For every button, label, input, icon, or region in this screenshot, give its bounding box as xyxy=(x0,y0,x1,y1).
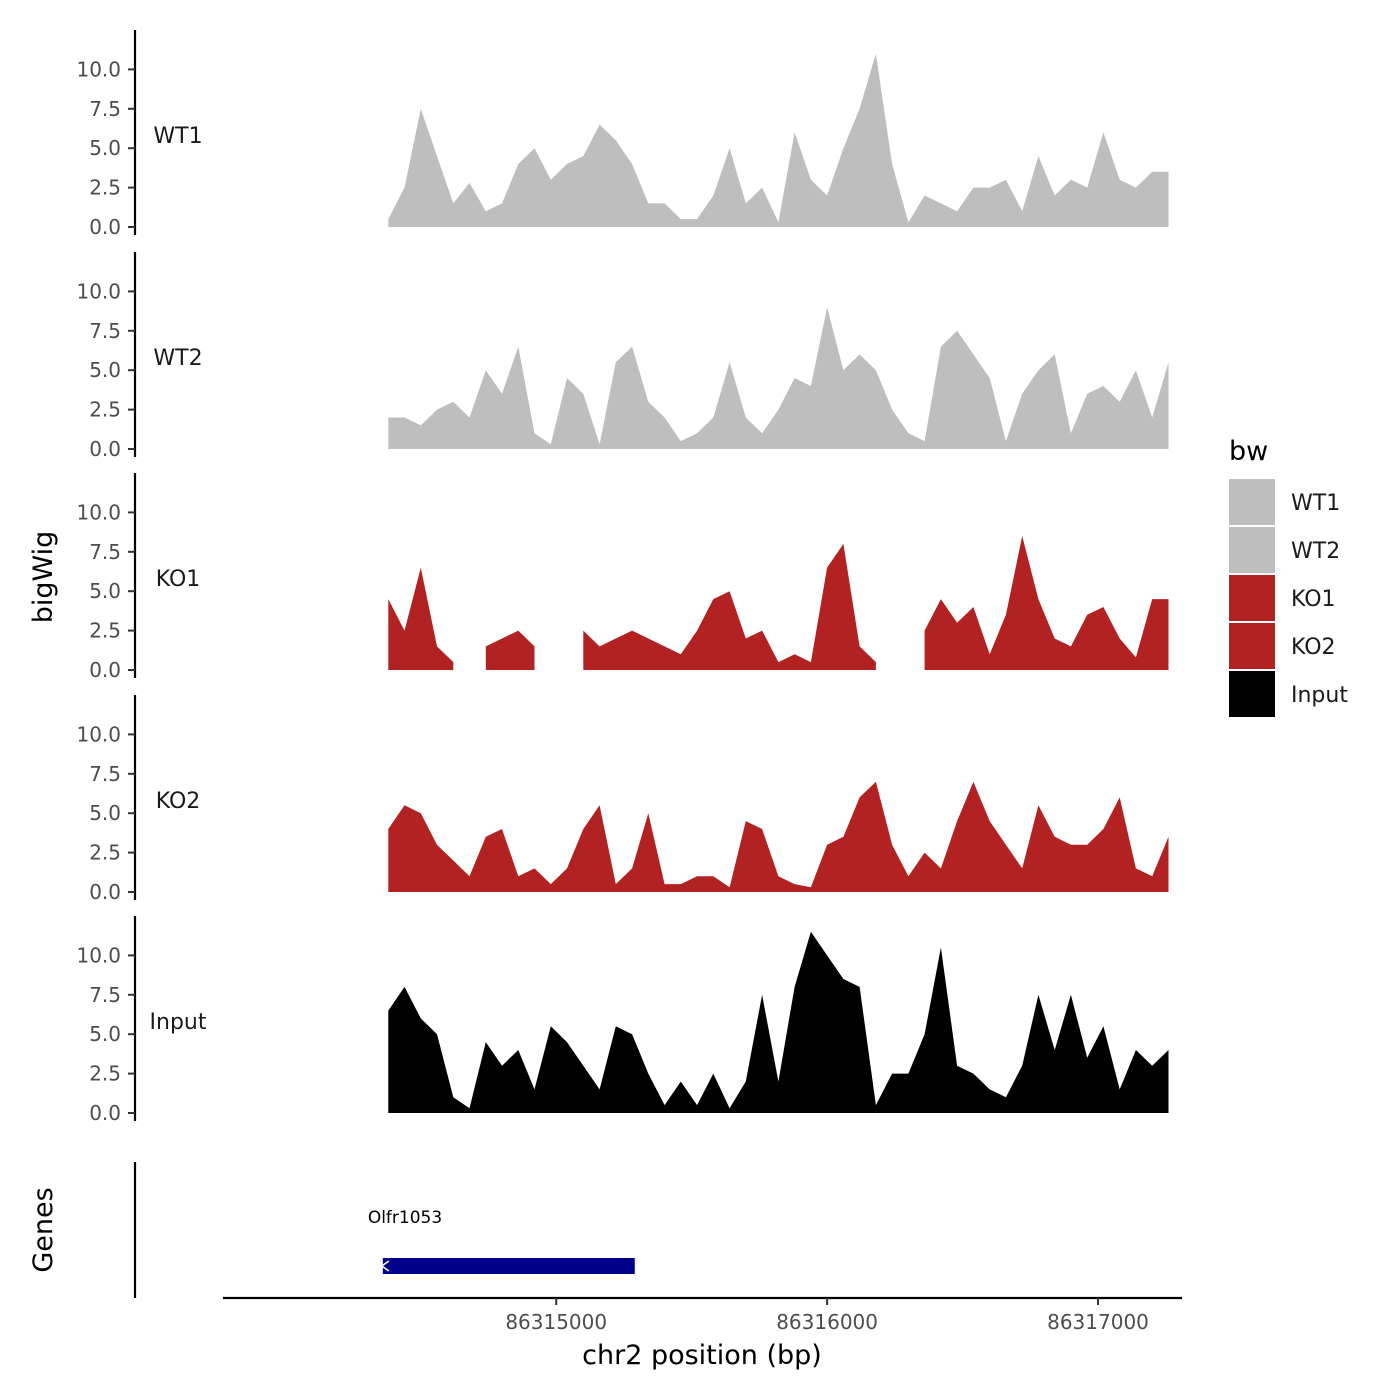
track-label-input: Input xyxy=(150,1010,207,1035)
y-tick-label: 2.5 xyxy=(89,176,121,200)
track-label-wt2: WT2 xyxy=(153,346,202,371)
coverage-area-wt1-1 xyxy=(388,53,1169,227)
y-tick-label: 0.0 xyxy=(89,1101,121,1125)
genes-axis-title: Genes xyxy=(28,1187,59,1272)
y-tick-label: 5.0 xyxy=(89,136,121,160)
track-label-wt1: WT1 xyxy=(153,124,202,149)
coverage-area-ko1-2 xyxy=(485,630,535,670)
legend-swatch-ko2 xyxy=(1229,623,1275,669)
x-tick-label: 86317000 xyxy=(1047,1310,1149,1334)
coverage-area-ko1-4 xyxy=(924,536,1169,670)
y-tick-label: 5.0 xyxy=(89,358,121,382)
legend-swatch-input xyxy=(1229,671,1275,717)
y-tick-label: 0.0 xyxy=(89,215,121,239)
y-tick-label: 5.0 xyxy=(89,579,121,603)
legend-label-input: Input xyxy=(1291,683,1348,708)
y-tick-label: 5.0 xyxy=(89,1022,121,1046)
gene-label: Olfr1053 xyxy=(368,1208,442,1228)
coverage-area-input-1 xyxy=(388,931,1169,1113)
y-tick-label: 10.0 xyxy=(76,943,121,967)
y-tick-label: 7.5 xyxy=(89,540,121,564)
coverage-area-wt2-1 xyxy=(388,307,1169,449)
y-tick-label: 7.5 xyxy=(89,97,121,121)
y-tick-label: 0.0 xyxy=(89,880,121,904)
legend-label-wt1: WT1 xyxy=(1291,491,1340,516)
y-tick-label: 2.5 xyxy=(89,841,121,865)
gene-bar-olfr1053 xyxy=(382,1258,635,1274)
legend-label-ko2: KO2 xyxy=(1291,635,1336,660)
legend-title: bw xyxy=(1229,436,1268,467)
y-tick-label: 10.0 xyxy=(76,722,121,746)
legend-swatch-wt2 xyxy=(1229,527,1275,573)
x-tick-label: 86315000 xyxy=(505,1310,607,1334)
y-tick-label: 7.5 xyxy=(89,983,121,1007)
y-tick-label: 2.5 xyxy=(89,398,121,422)
legend-swatch-ko1 xyxy=(1229,575,1275,621)
coverage-area-ko1-3 xyxy=(583,543,876,670)
x-axis-title: chr2 position (bp) xyxy=(582,1340,822,1371)
y-tick-label: 2.5 xyxy=(89,1062,121,1086)
legend-label-ko1: KO1 xyxy=(1291,587,1336,612)
y-tick-label: 10.0 xyxy=(76,500,121,524)
y-tick-label: 10.0 xyxy=(76,57,121,81)
y-tick-label: 2.5 xyxy=(89,619,121,643)
track-label-ko2: KO2 xyxy=(156,789,201,814)
y-tick-label: 5.0 xyxy=(89,801,121,825)
y-tick-label: 0.0 xyxy=(89,437,121,461)
track-label-ko1: KO1 xyxy=(156,567,201,592)
y-tick-label: 7.5 xyxy=(89,319,121,343)
legend-label-wt2: WT2 xyxy=(1291,539,1340,564)
y-axis-title: bigWig xyxy=(28,531,59,624)
y-tick-label: 0.0 xyxy=(89,658,121,682)
coverage-area-ko2-1 xyxy=(388,781,1169,892)
coverage-area-ko1-1 xyxy=(388,567,454,670)
strand-arrow-icon xyxy=(380,1260,390,1272)
x-tick-label: 86316000 xyxy=(776,1310,878,1334)
legend-swatch-wt1 xyxy=(1229,479,1275,525)
y-tick-label: 10.0 xyxy=(76,279,121,303)
legend: WT1 WT2 KO1 KO2 Input xyxy=(1229,479,1348,717)
y-tick-label: 7.5 xyxy=(89,762,121,786)
